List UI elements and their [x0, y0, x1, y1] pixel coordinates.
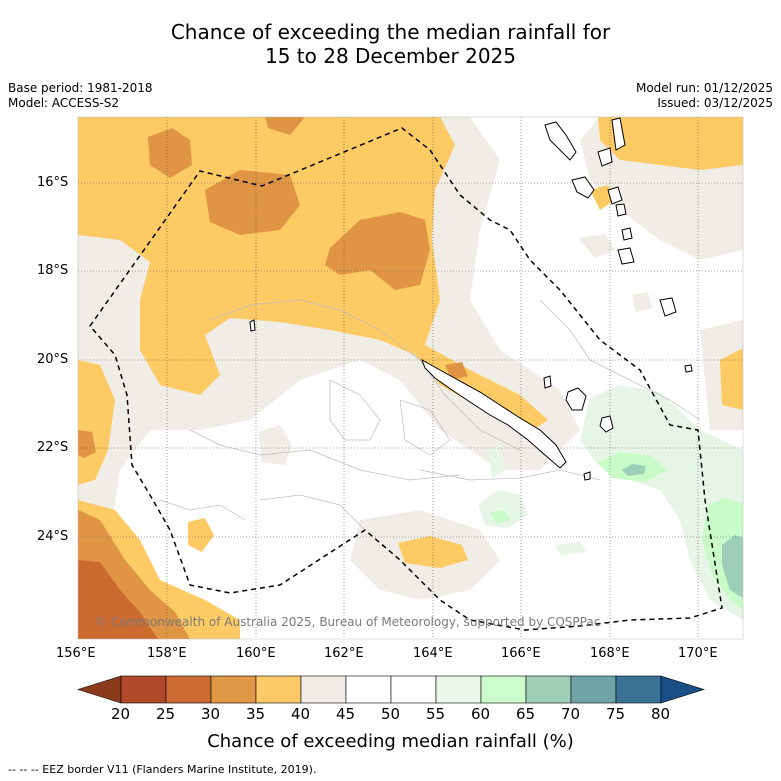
colorbar-title: Chance of exceeding median rainfall (%)	[207, 731, 574, 752]
vanuatu-efate	[607, 186, 623, 205]
cb-tick-65: 65	[516, 705, 536, 723]
loyalty-island-3	[543, 375, 552, 389]
lat-label-18s: 18°S	[37, 263, 69, 278]
island-small-2	[583, 471, 591, 481]
cb-tick-30: 30	[201, 705, 221, 723]
lon-label-158e: 158°E	[147, 646, 187, 661]
band-65-70-east	[722, 535, 743, 598]
band-55-60-east	[580, 385, 743, 620]
eez-border	[89, 127, 723, 631]
lon-label-160e: 160°E	[236, 646, 276, 661]
lon-label-156e: 156°E	[56, 646, 96, 661]
title-line-2: 15 to 28 December 2025	[264, 44, 516, 68]
colorbar-swatch	[120, 675, 167, 704]
cb-tick-50: 50	[381, 705, 401, 723]
coastlines	[249, 117, 693, 481]
colorbar-extend-high	[660, 675, 706, 704]
band-25-30-southwest	[78, 560, 158, 639]
band-40-45-patch2	[578, 234, 615, 258]
colorbar-swatch	[390, 675, 437, 704]
band-55-60-central	[478, 490, 528, 528]
cb-tick-70: 70	[561, 705, 581, 723]
colorbar-swatch	[165, 675, 212, 704]
band-30-35-east-blob	[325, 212, 430, 290]
band-30-35-central	[205, 170, 300, 235]
colorbar-swatch	[570, 675, 617, 704]
colorbar-swatch	[210, 675, 257, 704]
title-line-1: Chance of exceeding the median rainfall …	[170, 20, 611, 44]
lon-label-170e: 170°E	[678, 646, 718, 661]
lat-label-22s: 22°S	[37, 440, 69, 455]
colorbar-swatch	[435, 675, 482, 704]
lat-label-24s: 24°S	[37, 529, 69, 544]
island-small-3	[684, 364, 693, 373]
lon-label-168e: 168°E	[590, 646, 630, 661]
band-35-40-east	[720, 348, 743, 410]
vanuatu-malekula	[571, 176, 595, 199]
cb-tick-60: 60	[471, 705, 491, 723]
band-30-35-north-strip	[265, 117, 305, 135]
cb-tick-80: 80	[651, 705, 671, 723]
map-frame	[77, 116, 744, 640]
cb-tick-40: 40	[291, 705, 311, 723]
band-30-35-north	[148, 128, 192, 178]
new-caledonia-island	[421, 358, 567, 469]
band-65-70-small	[622, 464, 646, 476]
lon-label-166e: 166°E	[501, 646, 541, 661]
eez-footnote: -- -- -- EEZ border V11 (Flanders Marine…	[8, 763, 317, 776]
band-40-45-patch3	[632, 292, 652, 312]
band-55-60-south	[555, 542, 586, 555]
lat-label-20s: 20°S	[37, 352, 69, 367]
vanuatu-island-a	[597, 147, 613, 167]
island-southeast	[659, 297, 677, 317]
rainfall-probability-field	[78, 117, 743, 639]
cb-tick-75: 75	[606, 705, 626, 723]
cb-tick-25: 25	[156, 705, 176, 723]
copyright-text: © Commonwealth of Australia 2025, Bureau…	[95, 615, 600, 629]
lat-label-16s: 16°S	[37, 175, 69, 190]
vanuatu-island-d	[617, 247, 635, 265]
vanuatu-espiritu-santo	[544, 121, 577, 161]
band-35-40-main	[78, 117, 548, 432]
cb-tick-20: 20	[111, 705, 131, 723]
vanuatu-island-e	[621, 227, 633, 241]
cb-tick-45: 45	[336, 705, 356, 723]
lon-label-164e: 164°E	[413, 646, 453, 661]
colorbar-swatch	[300, 675, 347, 704]
band-55-60-patch	[488, 445, 505, 478]
colorbar-swatch	[345, 675, 392, 704]
vanuatu-island-c	[615, 203, 627, 217]
model-name: Model: ACCESS-S2	[8, 96, 120, 110]
band-30-35-west	[78, 430, 96, 458]
colorbar-swatch	[525, 675, 572, 704]
colorbar-swatch	[615, 675, 662, 704]
band-40-45-patch1	[258, 425, 292, 465]
cb-tick-55: 55	[426, 705, 446, 723]
base-period: Base period: 1981-2018	[8, 81, 153, 95]
island-small-1	[249, 319, 256, 332]
graticule	[78, 117, 743, 639]
model-run: Model run: 01/12/2025	[635, 81, 773, 95]
colorbar-swatch	[480, 675, 527, 704]
loyalty-island-1	[565, 387, 587, 411]
band-35-40-northeast	[598, 117, 743, 170]
vanuatu-island-b	[611, 117, 626, 151]
colorbar-swatch	[255, 675, 302, 704]
contour-lines	[159, 299, 701, 531]
lon-label-162e: 162°E	[324, 646, 364, 661]
issued-date: Issued: 03/12/2025	[657, 96, 773, 110]
band-35-40-patch	[188, 518, 214, 552]
band-60-65-small	[490, 510, 510, 524]
colorbar-extend-low	[76, 675, 122, 704]
loyalty-island-2	[599, 415, 614, 433]
cb-tick-35: 35	[246, 705, 266, 723]
colorbar	[76, 675, 706, 704]
